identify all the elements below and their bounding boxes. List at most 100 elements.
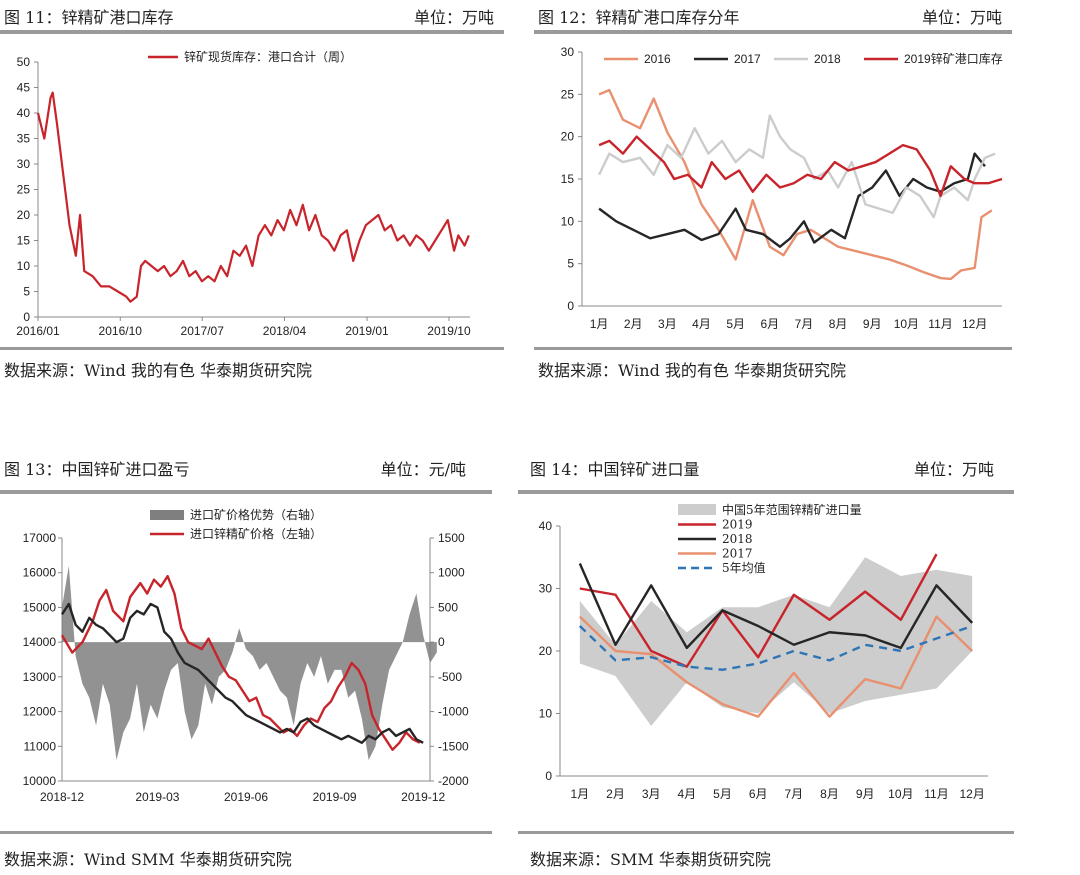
- x-tick-label: 2019-12: [401, 790, 445, 804]
- figure-11-title: 图 11：锌精矿港口库存: [4, 8, 174, 27]
- figure-13-bottom-rule: [0, 831, 492, 834]
- series-line-2017: [598, 152, 986, 248]
- figure-11-panel: 图 11：锌精矿港口库存 单位：万吨 0 5 10 15 20 25 30 35 40 45 50 2…: [0, 0, 504, 390]
- right-y-tick-label: 1000: [438, 566, 465, 580]
- figure-13-title: 图 13：中国锌矿进口盈亏: [4, 460, 190, 479]
- figure-13-header: 图 13：中国锌矿进口盈亏 单位：元/吨: [0, 452, 492, 480]
- y-tick-label: 0: [567, 299, 574, 313]
- y-tick-label: 45: [17, 81, 31, 95]
- x-tick-label: 2019-09: [313, 790, 357, 804]
- series-line-5年均值: [579, 624, 973, 671]
- figure-14-bottom-rule: [518, 831, 1014, 834]
- y-tick-label: 5: [23, 285, 30, 299]
- legend-label-5年均值: 5年均值: [722, 560, 766, 575]
- legend-label-2019锌矿港口库存: 2019锌矿港口库存: [904, 51, 1003, 66]
- black-price-line: [60, 602, 424, 745]
- y-tick-label: 20: [539, 644, 553, 658]
- figure-12-header: 图 12：锌精矿港口库存分年 单位：万吨: [534, 0, 1012, 28]
- figure-11-top-rule: [0, 30, 504, 34]
- y-tick-label: 0: [23, 310, 30, 324]
- y-tick-label: 25: [17, 183, 31, 197]
- x-tick-label: 6月: [749, 787, 768, 801]
- x-tick-label: 2019-06: [224, 790, 268, 804]
- x-tick-label: 12月: [962, 317, 987, 331]
- x-tick-label: 2017/07: [181, 324, 225, 338]
- legend-label: 锌矿现货库存：港口合计（周）: [184, 49, 352, 64]
- x-tick-label: 2月: [606, 787, 625, 801]
- figure-14-source: 数据来源：SMM 华泰期货研究院: [530, 850, 771, 869]
- figure-11-source: 数据来源：Wind 我的有色 华泰期货研究院: [4, 361, 313, 380]
- x-tick-label: 8月: [820, 787, 839, 801]
- inventory-line: [36, 91, 470, 303]
- x-tick-label: 1月: [570, 787, 589, 801]
- left-y-tick-label: 15000: [23, 600, 57, 614]
- legend-label-2019: 2019: [722, 518, 753, 532]
- left-y-tick-label: 11000: [24, 739, 57, 753]
- series-line-2016: [598, 88, 993, 281]
- figure-11-unit: 单位：万吨: [413, 8, 494, 27]
- x-tick-label: 5月: [726, 317, 745, 331]
- figure-12-title: 图 12：锌精矿港口库存分年: [538, 8, 740, 27]
- figure-11-chart: 0 5 10 15 20 25 30 35 40 45 50 2016/01 2016/10 2017/0…: [16, 49, 471, 338]
- series-line-2018: [597, 114, 996, 219]
- y-tick-label: 0: [545, 769, 552, 783]
- series-line-2018: [578, 563, 974, 650]
- right-y-tick-label: 500: [438, 600, 458, 614]
- x-tick-label: 7月: [784, 787, 803, 801]
- y-tick-label: 10: [539, 707, 553, 721]
- figure-11-header: 图 11：锌精矿港口库存 单位：万吨: [0, 0, 504, 28]
- x-tick-label: 12月: [959, 787, 984, 801]
- x-tick-label: 2016/01: [16, 324, 60, 338]
- x-tick-label: 2019/01: [345, 324, 389, 338]
- figure-14-title: 图 14：中国锌矿进口量: [530, 460, 700, 479]
- figure-12-chart: 0 5 10 15 20 25 30 1月 2月 3月 4月 5月 6月 7月 8月 9月 10月 11月 12月 2…: [561, 45, 1003, 331]
- y-tick-label: 50: [17, 55, 31, 69]
- y-tick-label: 15: [561, 172, 575, 186]
- left-y-tick-label: 12000: [23, 705, 57, 719]
- x-tick-label: 10月: [894, 317, 919, 331]
- figure-12-source: 数据来源：Wind 我的有色 华泰期货研究院: [538, 361, 847, 380]
- x-tick-label: 2月: [624, 317, 643, 331]
- figure-12-unit: 单位：万吨: [921, 8, 1002, 27]
- left-y-tick-label: 13000: [23, 670, 57, 684]
- y-tick-label: 20: [17, 208, 31, 222]
- y-tick-label: 15: [17, 234, 31, 248]
- x-tick-label: 3月: [642, 787, 661, 801]
- x-tick-label: 9月: [856, 787, 875, 801]
- y-tick-label: 5: [567, 257, 574, 271]
- x-tick-label: 2019/10: [427, 324, 471, 338]
- legend-label-price: 进口锌精矿价格（左轴）: [190, 526, 322, 541]
- figure-14-header: 图 14：中国锌矿进口量 单位：万吨: [518, 452, 1014, 480]
- right-y-tick-label: -1000: [438, 705, 469, 719]
- figure-14-top-rule: [518, 490, 1014, 494]
- x-tick-label: 7月: [795, 317, 814, 331]
- figure-14-chart: 0 10 20 30 40 1月 2月 3月 4月 5月 6月 7月 8月 9月 10月 11月 12月 中国5年…: [539, 502, 988, 801]
- legend-label-2018: 2018: [814, 52, 841, 66]
- figure-12-top-rule: [534, 30, 1012, 34]
- figure-11-bottom-rule: [0, 347, 504, 350]
- x-tick-label: 11月: [928, 317, 952, 331]
- five-year-range-band: [579, 557, 973, 726]
- y-tick-label: 20: [561, 130, 575, 144]
- x-tick-label: 11月: [924, 787, 948, 801]
- right-y-tick-label: -500: [438, 670, 462, 684]
- right-y-tick-label: -1500: [438, 739, 469, 753]
- left-y-tick-label: 10000: [23, 774, 57, 788]
- figure-13-top-rule: [0, 490, 492, 494]
- right-y-tick-label: 0: [438, 635, 445, 649]
- x-tick-label: 4月: [692, 317, 711, 331]
- y-tick-label: 40: [17, 106, 31, 120]
- figure-14-panel: 图 14：中国锌矿进口量 单位：万吨 0 10 20 30 40 1月 2月 3月 4月 5月 6月…: [518, 452, 1014, 875]
- legend-label-2016: 2016: [644, 52, 671, 66]
- series-line-2019: [579, 553, 938, 668]
- series-line-2017: [579, 615, 973, 718]
- left-y-tick-label: 16000: [23, 566, 57, 580]
- x-tick-label: 4月: [677, 787, 696, 801]
- x-tick-label: 9月: [863, 317, 882, 331]
- figure-12-panel: 图 12：锌精矿港口库存分年 单位：万吨 0 5 10 15 20 25 30 1月 2月 3月 4…: [534, 0, 1012, 390]
- x-tick-label: 2018/04: [263, 324, 307, 338]
- legend-label-2017: 2017: [734, 52, 761, 66]
- y-tick-label: 30: [17, 157, 31, 171]
- price-advantage-area: [62, 565, 437, 761]
- y-tick-label: 10: [17, 259, 31, 273]
